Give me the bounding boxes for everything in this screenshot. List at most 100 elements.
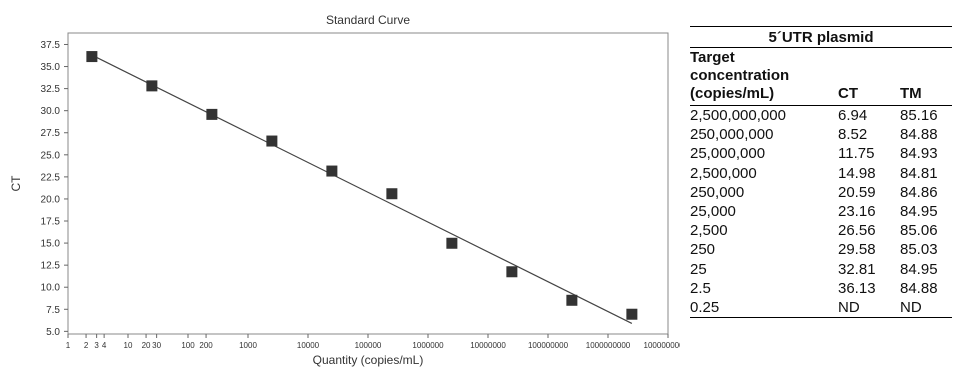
cell-tm: 85.03 bbox=[900, 241, 938, 259]
data-point bbox=[86, 51, 98, 63]
cell-concentration: 0.25 bbox=[690, 298, 838, 319]
cell-concentration: 2,500,000,000 bbox=[690, 107, 786, 124]
cell-ct: 14.98 bbox=[838, 164, 876, 182]
data-point bbox=[626, 308, 638, 320]
cell-concentration: 2,500,000 bbox=[690, 164, 757, 182]
x-tick-label: 20 bbox=[142, 341, 151, 350]
y-tick-label: 30.0 bbox=[41, 106, 61, 117]
x-tick-label: 2 bbox=[84, 341, 89, 350]
cell-tm: 84.95 bbox=[900, 203, 938, 221]
cell-concentration: 2.5 bbox=[690, 279, 711, 297]
x-tick-label: 200 bbox=[199, 341, 213, 350]
y-tick-label: 15.0 bbox=[41, 239, 61, 250]
cell-ct: ND bbox=[838, 298, 900, 319]
header-line-2: concentration bbox=[690, 67, 790, 84]
x-tick-label: 10000 bbox=[297, 341, 320, 350]
y-tick-label: 32.5 bbox=[41, 84, 61, 95]
x-tick-label: 1000000000 bbox=[586, 341, 631, 350]
table-header-row: Target concentration (copies/mL) CT TM bbox=[690, 47, 953, 106]
cell-concentration: 250 bbox=[690, 241, 716, 259]
cell-ct: 29.58 bbox=[838, 241, 876, 259]
cell-concentration: 250,000 bbox=[690, 183, 745, 201]
y-tick-label: 35.0 bbox=[41, 62, 61, 73]
chart-title: Standard Curve bbox=[326, 13, 410, 27]
x-tick-label: 100000 bbox=[355, 341, 382, 350]
table-title-row: 5´UTR plasmid bbox=[690, 26, 953, 48]
header-line-3: (copies/mL) bbox=[690, 85, 775, 102]
table-title: 5´UTR plasmid bbox=[690, 26, 953, 48]
x-tick-label: 3 bbox=[94, 341, 99, 350]
y-tick-label: 10.0 bbox=[41, 283, 61, 294]
data-point bbox=[386, 188, 398, 200]
plot-frame bbox=[67, 32, 669, 335]
table-row: 250,000,000 8.52 84.88 bbox=[690, 125, 952, 144]
cell-concentration: 25,000 bbox=[690, 203, 736, 221]
table-row: 2,500 26.56 85.06 bbox=[690, 221, 952, 240]
cell-concentration: 2,500 bbox=[690, 222, 728, 240]
data-point bbox=[266, 135, 278, 147]
cell-ct: 36.13 bbox=[838, 279, 876, 297]
header-line-1: Target bbox=[690, 49, 735, 66]
data-point bbox=[566, 294, 578, 306]
table-row: 2.5 36.13 84.88 bbox=[690, 279, 952, 298]
cell-ct: 32.81 bbox=[838, 260, 876, 278]
fit-line bbox=[91, 54, 633, 324]
data-point bbox=[326, 165, 338, 177]
y-tick-label: 37.5 bbox=[41, 40, 61, 51]
x-tick-label: 30 bbox=[152, 341, 161, 350]
cell-ct: 20.59 bbox=[838, 183, 876, 201]
x-axis-title: Quantity (copies/mL) bbox=[313, 353, 424, 367]
x-tick-label: 4 bbox=[102, 341, 107, 350]
cell-ct: 11.75 bbox=[838, 145, 875, 163]
cell-ct: 23.16 bbox=[838, 203, 876, 221]
header-tm: TM bbox=[900, 47, 953, 106]
table-row: 2,500,000 14.98 84.81 bbox=[690, 164, 952, 183]
chart-svg: Standard Curve 5.0 7.5 10.0 12.5 15.0 17.5 20.0… bbox=[9, 13, 680, 367]
x-tick-label: 10 bbox=[124, 341, 133, 350]
table-row: 2,500,000,000 6.94 85.16 bbox=[690, 106, 952, 126]
cell-tm: ND bbox=[900, 298, 953, 319]
cell-ct: 6.94 bbox=[838, 107, 868, 124]
x-tick-label: 1000 bbox=[239, 341, 257, 350]
y-tick-label: 12.5 bbox=[41, 261, 61, 272]
x-tick-label: 10000000 bbox=[470, 341, 506, 350]
y-axis-title: CT bbox=[9, 175, 23, 192]
y-tick-label: 20.0 bbox=[41, 194, 61, 205]
y-tick-label: 17.5 bbox=[41, 217, 61, 228]
y-tick-label: 25.0 bbox=[41, 150, 61, 161]
cell-tm: 84.88 bbox=[900, 126, 938, 144]
standard-curve-chart: Standard Curve 5.0 7.5 10.0 12.5 15.0 17.5 20.0… bbox=[9, 13, 680, 367]
y-tick-label: 27.5 bbox=[41, 128, 61, 139]
cell-tm: 84.93 bbox=[900, 145, 938, 163]
x-tick-label: 10000000000 bbox=[644, 341, 680, 350]
cell-tm: 84.95 bbox=[900, 260, 938, 278]
cell-ct: 26.56 bbox=[838, 222, 876, 240]
x-tick-label: 1 bbox=[66, 341, 71, 350]
x-tick-label: 100000000 bbox=[528, 341, 569, 350]
y-tick-label: 5.0 bbox=[46, 327, 60, 338]
cell-ct: 8.52 bbox=[838, 126, 868, 144]
table-row: 250 29.58 85.03 bbox=[690, 240, 952, 259]
x-tick-label: 1000000 bbox=[412, 341, 444, 350]
cell-tm: 84.88 bbox=[900, 279, 938, 297]
cell-concentration: 250,000,000 bbox=[690, 126, 774, 144]
table-row: 250,000 20.59 84.86 bbox=[690, 183, 952, 202]
table-body: 2,500,000,000 6.94 85.16 250,000,000 8.52 84.… bbox=[690, 106, 953, 319]
table-row: 25,000,000 11.75 84.93 bbox=[690, 144, 952, 163]
cell-tm: 84.86 bbox=[900, 183, 938, 201]
header-ct: CT bbox=[838, 47, 900, 106]
table-row: 25 32.81 84.95 bbox=[690, 260, 952, 279]
table-row: 25,000 23.16 84.95 bbox=[690, 202, 952, 221]
data-point bbox=[446, 237, 458, 249]
y-tick-label: 22.5 bbox=[41, 172, 61, 183]
plasmid-data-table: 5´UTR plasmid Target concentration (copi… bbox=[690, 26, 953, 319]
cell-tm: 84.81 bbox=[900, 164, 938, 182]
data-point bbox=[146, 80, 158, 92]
data-point bbox=[506, 266, 518, 278]
data-point bbox=[206, 108, 218, 120]
cell-concentration: 25 bbox=[690, 260, 707, 278]
cell-tm: 85.06 bbox=[900, 222, 938, 240]
table-row: 0.25 ND ND bbox=[690, 298, 953, 319]
y-tick-label: 7.5 bbox=[46, 305, 60, 316]
cell-tm: 85.16 bbox=[900, 107, 938, 124]
